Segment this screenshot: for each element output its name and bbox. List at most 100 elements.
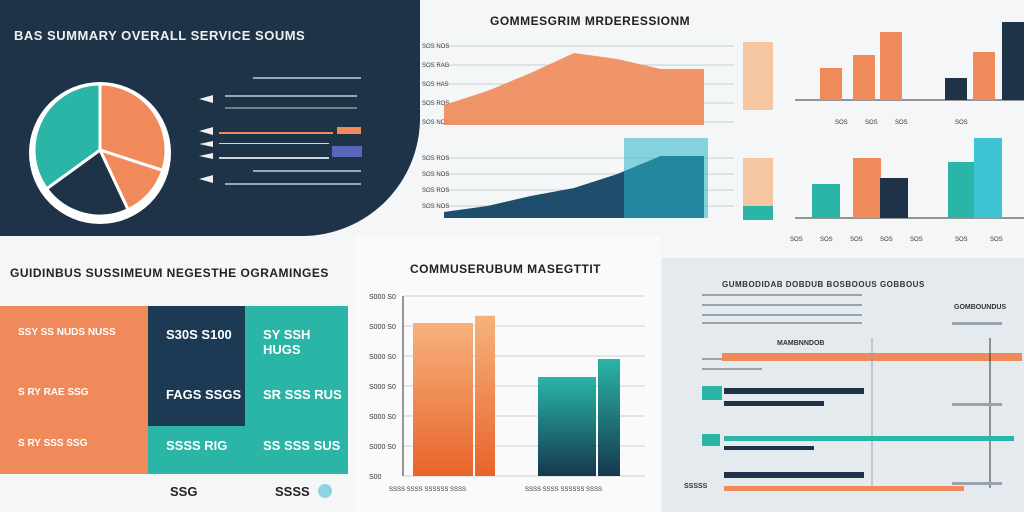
text-line	[952, 322, 1002, 325]
bar	[475, 315, 495, 476]
tick-label: S000 S0	[369, 294, 396, 301]
text-line	[702, 368, 762, 370]
bar	[853, 55, 875, 100]
tick-label: SOS HAS	[422, 82, 449, 88]
stat-tile: S RY RAE SSG	[0, 372, 148, 426]
tick-label: SOS	[790, 237, 803, 243]
tick-label: SOS ROS	[422, 188, 449, 194]
tick-label: SOS NOS	[422, 120, 449, 126]
area-title: GOMMESGRIM MRDERESSIONM	[490, 14, 691, 28]
tick-label: SOS	[990, 237, 1003, 243]
tick-label: S000 S0	[369, 324, 396, 331]
tick-label: S000 S0	[369, 384, 396, 391]
tiles-panel: GUIDINBUS SUSSIMEUM NEGESTHE OGRAMINGES …	[0, 236, 355, 512]
pie-legend-lines	[195, 75, 370, 195]
tick-label: SOS	[895, 120, 908, 126]
bottom-label: SSG	[170, 484, 198, 499]
x-label: SSSS SSSS SSSSSS SSSS	[525, 487, 602, 493]
stat-tile: SY SSH HUGS	[245, 306, 348, 372]
tick-label: SOS	[955, 237, 968, 243]
tick-label: SOS	[910, 237, 923, 243]
chevron-down-icon	[318, 484, 332, 498]
tile-value: S30S S100	[166, 327, 232, 342]
bar-panel: COMMUSERUBUM MASEGTTIT S000 S0 S000 S0 S00…	[355, 236, 660, 512]
pie-slice	[98, 82, 168, 173]
legend-swatch	[337, 127, 361, 134]
gantt-bar	[724, 486, 964, 491]
stat-tile: SS SSS SUS	[245, 426, 348, 474]
text-line	[952, 403, 1002, 406]
tick-label: S000 S0	[369, 414, 396, 421]
tick-label: SOS ROS	[422, 156, 449, 162]
bar	[820, 68, 842, 100]
text-line	[952, 482, 1002, 485]
bar	[538, 377, 596, 476]
tick-label: SOS NOS	[422, 172, 449, 178]
tick-label: S000 S0	[369, 444, 396, 451]
tick-label: SOS	[820, 237, 833, 243]
bar	[948, 162, 976, 218]
legend-stripe	[225, 107, 357, 109]
legend-arrow-icon	[199, 95, 213, 103]
tile-value: FAGS SSGS	[166, 387, 242, 402]
pie-slice	[44, 147, 131, 218]
legend-arrow-icon	[199, 153, 213, 159]
legend-stripe	[253, 170, 361, 172]
pie-panel: BAS SUMMARY OVERALL SERVICE SOUMS	[0, 0, 420, 236]
bar	[973, 52, 995, 100]
legend-stripe	[219, 157, 329, 159]
gantt-sublabel: MAMBNNDOB	[777, 340, 825, 347]
gantt-panel: GUMBODIDAB DOBDUB BOSBOOUS GOBBOUS MAMBN…	[662, 258, 1024, 512]
text-line	[702, 304, 862, 306]
area-series	[444, 53, 704, 125]
bar	[945, 78, 967, 100]
legend-stripe	[253, 77, 361, 79]
bar	[853, 158, 881, 218]
top-bars-panel: SOS SOS SOS SOS SOS SOS SOS SOS SOS SOS SOS	[740, 0, 1024, 250]
area-highlight	[624, 138, 708, 218]
pie-slice	[32, 82, 102, 191]
bar	[974, 138, 1002, 218]
bar	[880, 32, 902, 100]
bar	[413, 323, 473, 476]
tick-label: SOS NOS	[422, 44, 449, 50]
tile-value: SS SSS SUS	[263, 438, 341, 453]
stat-tile: S RY SSS SSG	[0, 426, 148, 474]
tick-label: SOS ROS	[422, 101, 449, 107]
gantt-marker	[702, 386, 722, 400]
bottom-label: SSSS	[275, 484, 310, 499]
bar-title: COMMUSERUBUM MASEGTTIT	[410, 262, 601, 276]
tick-label: SOS	[880, 237, 893, 243]
gantt-chart	[702, 294, 1022, 491]
text-line	[702, 314, 862, 316]
legend-arrow-icon	[199, 175, 213, 183]
tile-value: SSSS RIG	[166, 438, 228, 453]
bar-chart: S000 S0 S000 S0 S000 S0 S000 S0 S000 S0 S000 …	[369, 294, 645, 493]
gantt-marker	[702, 434, 720, 446]
text-line	[702, 322, 862, 324]
gantt-title: GUMBODIDAB DOBDUB BOSBOOUS GOBBOUS	[722, 280, 925, 289]
gantt-bar	[724, 472, 864, 478]
legend-swatch	[332, 146, 362, 157]
tick-label: SOS	[850, 237, 863, 243]
text-line	[702, 294, 862, 296]
tile-value: SY SSH HUGS	[263, 327, 311, 357]
tile-value: S RY SSS SSG	[18, 438, 88, 449]
tick-label: SOS RAG	[422, 63, 450, 69]
legend-arrow-icon	[199, 127, 213, 135]
gantt-bar	[724, 446, 814, 450]
pie-title: BAS SUMMARY OVERALL SERVICE SOUMS	[14, 28, 306, 43]
stat-tile: FAGS SSGS	[148, 372, 245, 426]
x-label: SSSS SSSS SSSSSS SSSS	[389, 487, 466, 493]
stat-tile: SR SSS RUS	[245, 372, 348, 426]
legend-stripe	[225, 95, 357, 97]
gantt-bar	[724, 436, 1014, 441]
legend-arrow-icon	[199, 141, 213, 147]
legend-block	[743, 206, 773, 220]
gantt-bar	[724, 388, 864, 394]
tile-value: SR SSS RUS	[263, 387, 342, 402]
bar	[1002, 22, 1024, 100]
gantt-header: GOMBOUNDUS	[954, 304, 1007, 311]
area-panel: GOMMESGRIM MRDERESSIONM SOS NOS SOS RAG SO…	[420, 0, 740, 236]
tick-label: SOS	[865, 120, 878, 126]
